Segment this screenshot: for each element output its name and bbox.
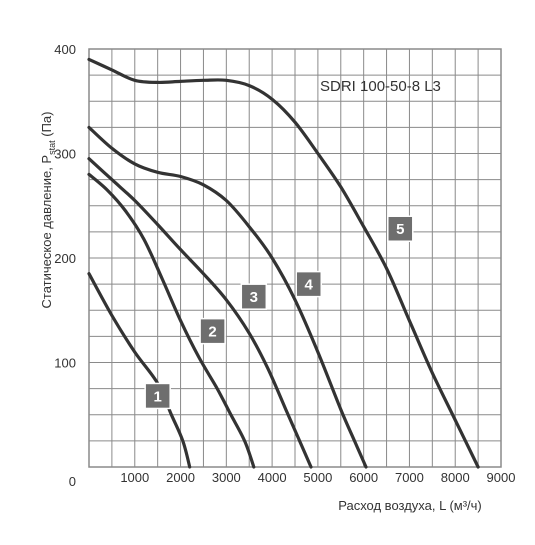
tick-labels: 1000 2000 3000 4000 5000 6000 7000 8000 9000 0 100… (54, 42, 515, 489)
x-tick-label: 9000 (487, 470, 516, 485)
x-tick-label: 4000 (258, 470, 287, 485)
y-axis-title-unit: (Па) (39, 112, 54, 141)
grid (89, 49, 501, 467)
curve-badge-label: 1 (153, 388, 161, 405)
x-tick-label: 6000 (349, 470, 378, 485)
curve-badge-label: 2 (208, 324, 216, 341)
series-line-4 (87, 125, 368, 469)
x-tick-label: 1000 (120, 470, 149, 485)
curve-badge-label: 5 (396, 221, 404, 238)
x-tick-label: 7000 (395, 470, 424, 485)
y-tick-label: 0 (69, 474, 76, 489)
curve-badge-3: 3 (240, 283, 268, 310)
badge-layer: 1 2 3 4 5 (144, 215, 414, 410)
curve-badge-5: 5 (387, 215, 414, 242)
series-line-5 (87, 57, 480, 469)
x-tick-label: 5000 (303, 470, 332, 485)
curve-badge-box (144, 382, 171, 410)
y-tick-label: 400 (54, 42, 76, 57)
y-axis-title: Статическое давление, Pstat (Па) (39, 112, 57, 309)
curve-badge-2: 2 (199, 317, 226, 345)
y-tick-label: 300 (54, 147, 76, 162)
series-line-2 (87, 172, 256, 469)
curve-badge-box (295, 270, 322, 298)
curve-badge-4: 4 (295, 270, 322, 298)
curve-badge-box (199, 317, 226, 345)
y-axis-title-main: Статическое давление, P (39, 155, 54, 309)
y-axis-title-subscript: stat (47, 140, 57, 155)
x-axis-title: Расход воздуха, L (м³/ч) (338, 498, 482, 513)
plot-frame (88, 48, 502, 468)
x-tick-label: 3000 (212, 470, 241, 485)
curve-badge-box (387, 215, 414, 242)
chart-title: SDRI 100-50-8 L3 (320, 78, 441, 95)
x-tick-label: 2000 (166, 470, 195, 485)
curve-badge-label: 3 (250, 289, 258, 306)
series-line-1 (87, 272, 192, 469)
curve-badge-label: 4 (305, 277, 314, 294)
series-layer (87, 57, 480, 469)
x-tick-label: 8000 (441, 470, 470, 485)
curve-badge-box (240, 283, 268, 310)
y-tick-label: 100 (54, 356, 76, 371)
curve-badge-1: 1 (144, 382, 171, 410)
series-line-3 (87, 157, 313, 469)
y-tick-label: 200 (54, 251, 76, 266)
